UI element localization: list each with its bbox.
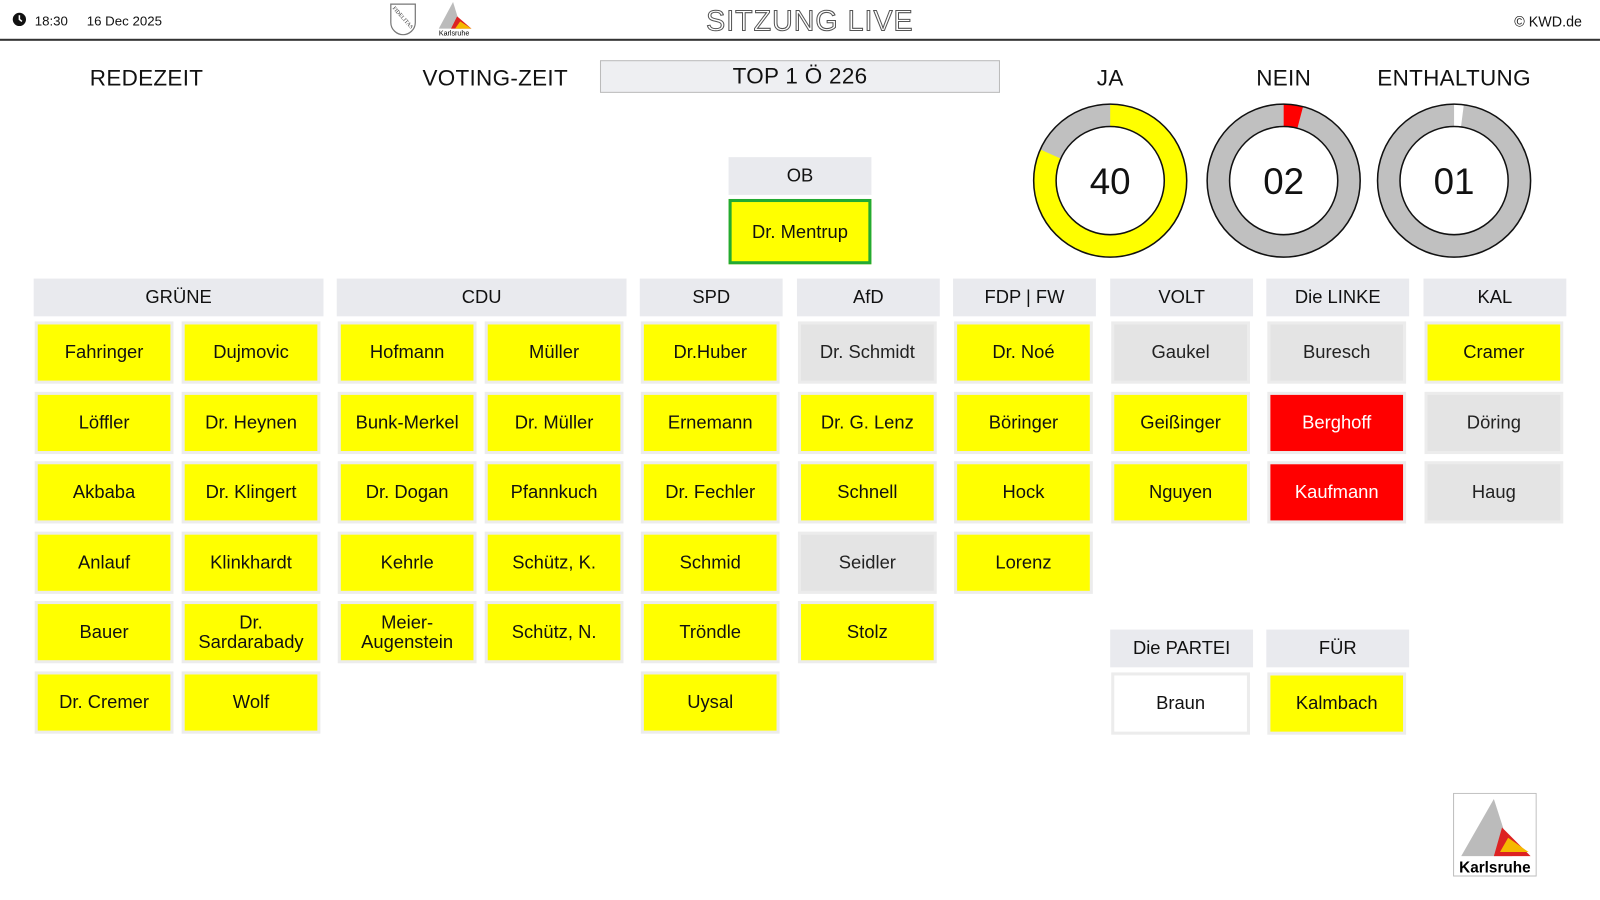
member-card[interactable]: Dr. Noé: [957, 324, 1090, 381]
logo-text-bottom: Karlsruhe: [1459, 859, 1530, 876]
group-header: Die LINKE: [1266, 278, 1410, 317]
member-card[interactable]: Uysal: [643, 674, 777, 731]
group-header: AfD: [796, 278, 940, 317]
member-card[interactable]: Geißinger: [1114, 394, 1247, 451]
member-card[interactable]: Dujmovic: [184, 324, 318, 381]
member-card[interactable]: Tröndle: [643, 604, 777, 661]
copyright: © KWD.de: [1514, 13, 1582, 30]
member-card[interactable]: Pfannkuch: [487, 464, 621, 521]
logo-text: Karlsruhe: [439, 30, 470, 37]
member-card[interactable]: Hofmann: [340, 324, 474, 381]
member-card[interactable]: Buresch: [1270, 324, 1404, 381]
result-donut-2: [1376, 103, 1532, 258]
member-card[interactable]: Böringer: [957, 394, 1090, 451]
member-card[interactable]: Hock: [957, 464, 1090, 521]
member-card[interactable]: Nguyen: [1114, 464, 1247, 521]
group-header: FDP | FW: [953, 278, 1096, 317]
group-header: FÜR: [1266, 629, 1410, 668]
member-card[interactable]: Lorenz: [957, 534, 1090, 591]
member-card[interactable]: Dr. Heynen: [184, 394, 318, 451]
member-card[interactable]: Berghoff: [1270, 394, 1404, 451]
member-card[interactable]: Dr. G. Lenz: [801, 394, 934, 451]
member-card[interactable]: Döring: [1427, 394, 1561, 451]
member-card[interactable]: Schütz, N.: [487, 604, 621, 661]
member-card[interactable]: Klinkhardt: [184, 534, 318, 591]
member-card[interactable]: Dr. Schmidt: [801, 324, 934, 381]
member-card[interactable]: Schütz, K.: [487, 534, 621, 591]
member-card[interactable]: Dr. Klingert: [184, 464, 318, 521]
member-card[interactable]: Dr. Müller: [487, 394, 621, 451]
voting-zeit-label: VOTING-ZEIT: [422, 65, 568, 91]
group-header: KAL: [1423, 278, 1567, 317]
member-card[interactable]: Kaufmann: [1270, 464, 1404, 521]
group-header-ob: OB: [728, 157, 872, 195]
result-count-0: 40: [1089, 160, 1131, 203]
member-card[interactable]: Kehrle: [340, 534, 474, 591]
member-card[interactable]: Cramer: [1427, 324, 1561, 381]
member-card[interactable]: Akbaba: [37, 464, 171, 521]
group-header: VOLT: [1110, 278, 1254, 317]
result-label-0: JA: [1096, 65, 1124, 91]
member-card[interactable]: Müller: [487, 324, 621, 381]
member-card[interactable]: Dr. Fechler: [643, 464, 777, 521]
member-card[interactable]: Schnell: [801, 464, 934, 521]
result-label-2: ENTHALTUNG: [1377, 65, 1531, 91]
member-card[interactable]: Dr. Cremer: [37, 674, 171, 731]
member-card-ob[interactable]: Dr. Mentrup: [728, 198, 872, 265]
page-title: SITZUNG LIVE: [706, 5, 914, 38]
karlsruhe-logo: Karlsruhe: [438, 2, 472, 37]
member-card[interactable]: Ernemann: [643, 394, 777, 451]
result-count-1: 02: [1263, 160, 1305, 203]
member-card[interactable]: Kalmbach: [1270, 675, 1404, 732]
redezeit-label: REDEZEIT: [89, 65, 204, 91]
group-header: SPD: [639, 278, 783, 317]
result-label-1: NEIN: [1256, 65, 1312, 91]
member-card[interactable]: Meier-Augenstein: [340, 604, 474, 661]
member-card[interactable]: Haug: [1427, 464, 1561, 521]
result-donut-1: [1206, 103, 1361, 258]
result-arc: [1377, 104, 1531, 258]
member-card[interactable]: Braun: [1114, 675, 1247, 732]
member-card[interactable]: Löffler: [37, 394, 171, 451]
member-card[interactable]: Anlauf: [37, 534, 171, 591]
group-header: Die PARTEI: [1110, 629, 1254, 668]
member-card[interactable]: Wolf: [184, 674, 318, 731]
date: 16 Dec 2025: [86, 13, 162, 29]
member-card[interactable]: Dr. Sardarabady: [184, 604, 318, 661]
member-card[interactable]: Fahringer: [37, 324, 171, 381]
member-card[interactable]: Dr.Huber: [643, 324, 777, 381]
group-header: CDU: [336, 278, 627, 317]
member-card[interactable]: Dr. Dogan: [340, 464, 474, 521]
top-bar: 18:30 16 Dec 2025 FIDELITAS Karlsruhe SI…: [0, 0, 1600, 41]
group-header: GRÜNE: [33, 278, 324, 317]
agenda-item: TOP 1 Ö 226: [599, 60, 1000, 93]
member-card[interactable]: Schmid: [643, 534, 777, 591]
member-card[interactable]: Seidler: [801, 534, 934, 591]
result-count-2: 01: [1433, 160, 1475, 203]
member-card[interactable]: Bunk-Merkel: [340, 394, 474, 451]
city-crest-logo: FIDELITAS: [390, 3, 416, 36]
result-donut-0: [1032, 103, 1188, 258]
karlsruhe-logo-bottom: Karlsruhe: [1453, 792, 1537, 877]
member-card[interactable]: Gaukel: [1114, 324, 1247, 381]
clock-time: 18:30: [34, 13, 68, 29]
member-card[interactable]: Bauer: [37, 604, 171, 661]
member-card[interactable]: Stolz: [801, 604, 934, 661]
clock-icon: [12, 12, 27, 27]
